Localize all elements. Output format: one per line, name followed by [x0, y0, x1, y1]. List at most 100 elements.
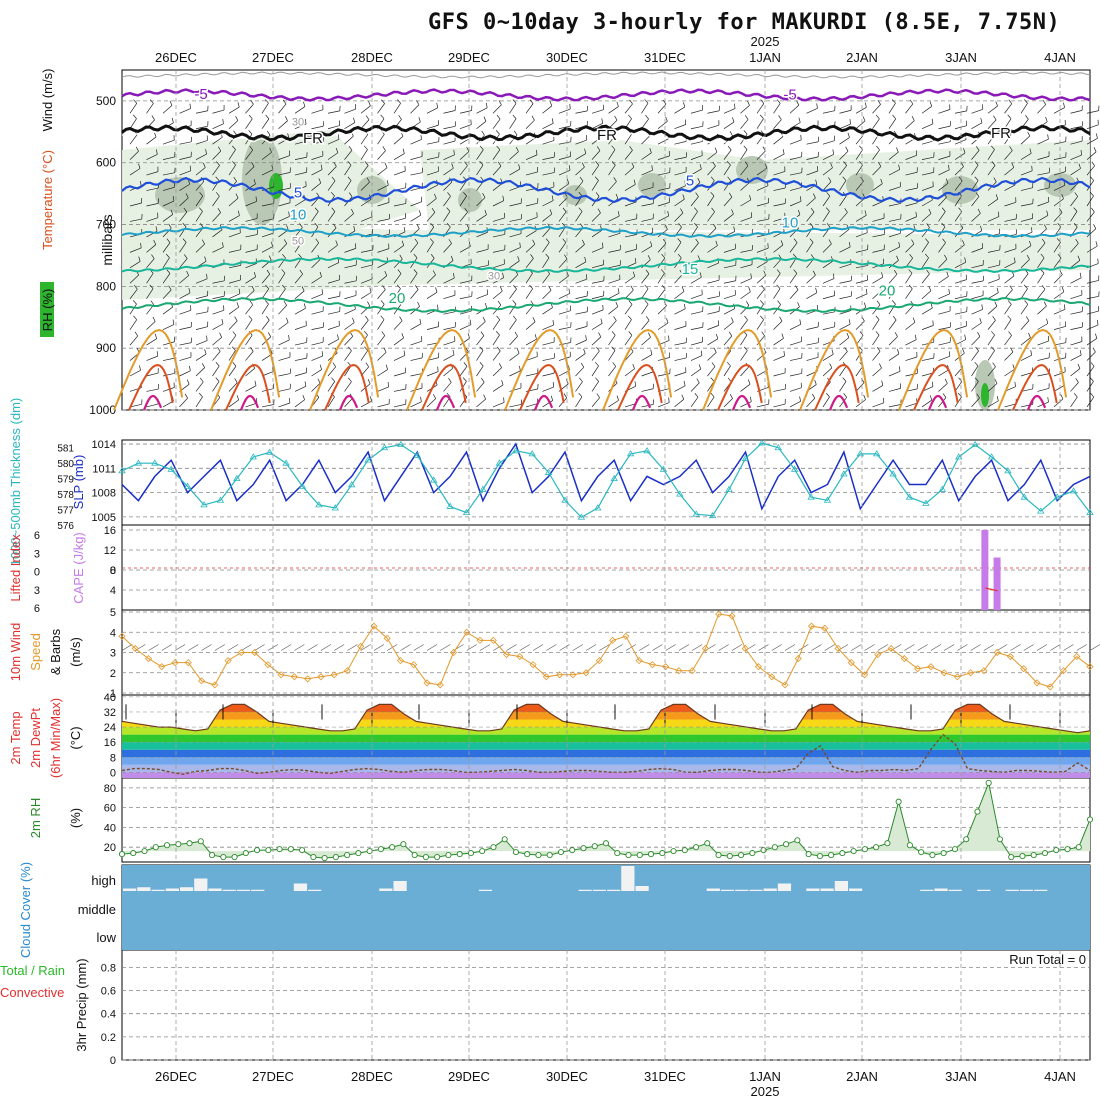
wind-barb: [938, 169, 950, 176]
wind-barb-feather: [1059, 208, 1063, 213]
wind-barb: [822, 396, 830, 408]
wind-barb-feather: [216, 161, 220, 166]
wind-barb-feather: [450, 255, 454, 261]
wind-barb-feather: [513, 284, 517, 290]
wind-barb: [261, 135, 271, 145]
wind-barb: [1004, 118, 1012, 129]
wind-barb-feather: [728, 331, 733, 337]
wind-barb: [905, 321, 916, 330]
wind-barb: [756, 403, 769, 408]
wind-barb: [327, 166, 337, 176]
wind-barb: [674, 198, 685, 207]
wind-barb: [542, 257, 550, 269]
rh2m-point: [816, 853, 823, 860]
wind10-point: [436, 681, 444, 689]
wind-barb: [129, 118, 137, 129]
wind-barb-feather: [815, 287, 818, 293]
wind-barb: [426, 124, 439, 130]
wind-barb-feather: [744, 115, 749, 120]
wind-barb: [888, 169, 900, 176]
wind-barb: [525, 154, 538, 160]
wind-barb: [245, 234, 258, 238]
wind-barb: [575, 110, 588, 114]
wind-barb: [393, 153, 405, 160]
cloud-high-bar: [777, 883, 792, 891]
wind-barb: [377, 261, 389, 269]
wind-barb: [492, 367, 502, 377]
wind10-point: [1033, 679, 1041, 687]
thickness-point: [873, 450, 881, 457]
wind-barb: [344, 264, 357, 269]
wind-barb: [377, 202, 390, 207]
wind-barb-feather: [353, 226, 356, 232]
wind-barb-feather: [914, 334, 917, 340]
wind-barb-feather: [288, 211, 290, 217]
wind-barb-feather: [496, 315, 501, 320]
wind-barb: [641, 187, 654, 191]
wind-barb-feather: [253, 272, 257, 277]
wind-barb: [476, 382, 485, 392]
cloud-high-bar: [806, 888, 820, 891]
wind-barb-feather: [842, 377, 847, 382]
wind-barb: [245, 276, 256, 284]
wind-barb-feather: [647, 255, 651, 260]
wind10-barb: [625, 644, 637, 651]
wind-barb-feather: [188, 287, 191, 294]
contour-35: [927, 394, 948, 411]
wind-barb: [1070, 211, 1078, 222]
wind-barb: [443, 211, 451, 222]
cloud-high-bar: [478, 889, 493, 891]
wind10-barb: [440, 644, 451, 651]
wind-barb-feather: [236, 395, 240, 400]
wind-barb-feather: [282, 99, 287, 105]
wind10-point: [1059, 667, 1068, 675]
wind-barb-feather: [364, 346, 368, 351]
wind-barb-feather: [1023, 284, 1028, 289]
year-label-bottom: 2025: [751, 1084, 780, 1099]
wind-barb-feather: [370, 396, 372, 402]
wind-barb-feather: [435, 287, 438, 293]
wind-barb-feather: [578, 392, 583, 398]
wind10-barb: [320, 644, 332, 651]
wind10-point: [900, 655, 908, 663]
wind-barb-feather: [1031, 227, 1033, 233]
contour-20: [121, 297, 1091, 314]
wind-barb-feather: [847, 132, 850, 138]
rh2m-point: [231, 854, 238, 861]
wind-barb-feather: [368, 101, 371, 106]
wind-barb: [806, 141, 819, 145]
wind-barb: [657, 155, 670, 160]
wind-barb: [542, 200, 554, 207]
wind-barb: [806, 326, 819, 330]
wind-barb: [1086, 228, 1097, 238]
wind-barb-feather: [149, 284, 154, 289]
wind-barb-feather: [668, 397, 670, 403]
wind-barb-feather: [627, 315, 632, 320]
wind10-barb: [943, 644, 955, 651]
wind-barb: [723, 196, 733, 207]
wind-barb-feather: [367, 301, 371, 307]
wind-barb: [591, 150, 601, 160]
wind-barb: [872, 183, 883, 191]
wind-barb-feather: [844, 208, 848, 213]
wind-barb: [624, 234, 637, 238]
wind-barb-feather: [578, 207, 583, 212]
wind-barb-feather: [463, 191, 467, 197]
wind-barb-feather: [815, 179, 818, 185]
wind-barb-feather: [519, 365, 521, 371]
wind-barb: [674, 308, 686, 315]
wind-barb-feather: [891, 99, 896, 104]
wind-barb: [839, 323, 851, 330]
wind-barb-feather: [1041, 238, 1046, 244]
wind-barb-feather: [497, 300, 502, 306]
wind-barb-feather: [694, 393, 699, 398]
wind-barb: [558, 275, 569, 284]
wind-barb: [146, 338, 157, 346]
date-label-top: 30DEC: [546, 50, 588, 65]
wind-barb-feather: [519, 242, 521, 248]
wind-barb-feather: [881, 380, 884, 386]
contour-label: 30: [292, 117, 304, 129]
wind-barb-feather: [529, 99, 534, 104]
temp-band: [122, 704, 1090, 712]
wind-barb: [129, 403, 142, 408]
